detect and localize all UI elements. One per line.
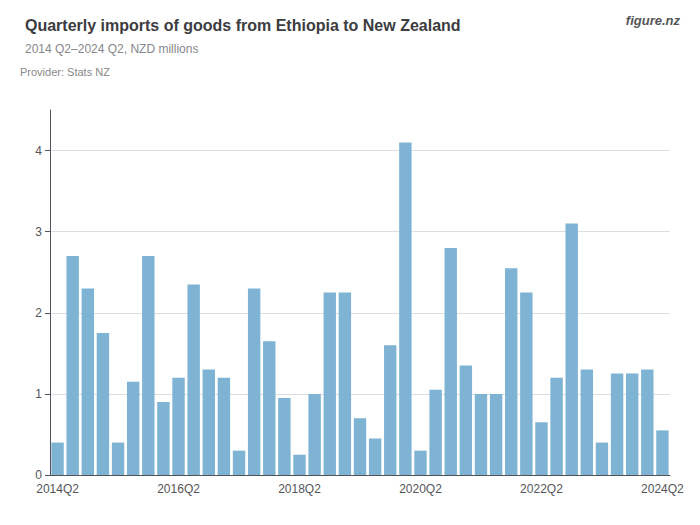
- svg-text:figure.nz: figure.nz: [626, 13, 681, 28]
- svg-text:2020Q2: 2020Q2: [399, 482, 442, 496]
- svg-text:2022Q2: 2022Q2: [520, 482, 563, 496]
- svg-text:0: 0: [35, 468, 42, 482]
- svg-text:3: 3: [35, 225, 42, 239]
- svg-text:Provider: Stats NZ: Provider: Stats NZ: [20, 66, 110, 78]
- svg-text:Quarterly imports of goods fro: Quarterly imports of goods from Ethiopia…: [25, 17, 461, 34]
- svg-text:2014Q2: 2014Q2: [36, 482, 79, 496]
- svg-text:2018Q2: 2018Q2: [278, 482, 321, 496]
- svg-text:1: 1: [35, 387, 42, 401]
- svg-text:2024Q2: 2024Q2: [641, 482, 684, 496]
- svg-text:2: 2: [35, 306, 42, 320]
- svg-text:4: 4: [35, 144, 42, 158]
- svg-text:2016Q2: 2016Q2: [157, 482, 200, 496]
- svg-text:2014 Q2–2024 Q2, NZD millions: 2014 Q2–2024 Q2, NZD millions: [25, 42, 198, 56]
